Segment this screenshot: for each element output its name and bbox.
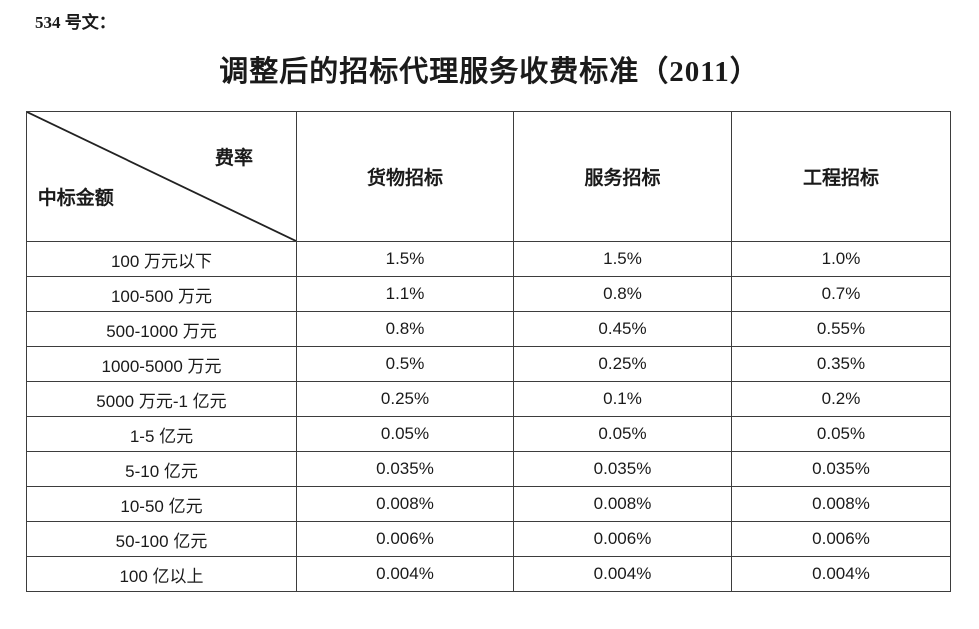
row-label-cell: 50-100 亿元 bbox=[26, 521, 297, 557]
fee-value-cell: 0.25% bbox=[513, 346, 732, 382]
fee-value-cell: 1.5% bbox=[513, 241, 732, 277]
column-header-engineering-bidding: 工程招标 bbox=[731, 111, 951, 242]
table-row: 500-1000 万元 0.8% 0.45% 0.55% bbox=[26, 311, 951, 347]
fee-value-cell: 0.8% bbox=[296, 311, 514, 347]
fee-value-cell: 0.25% bbox=[296, 381, 514, 417]
fee-value-cell: 0.006% bbox=[513, 521, 732, 557]
row-label-cell: 100 亿以上 bbox=[26, 556, 297, 592]
corner-label-bid-amount: 中标金额 bbox=[37, 188, 114, 210]
table-body: 100 万元以下 1.5% 1.5% 1.0% 100-500 万元 1.1% 0.8% 0.… bbox=[26, 241, 951, 592]
fee-value-cell: 0.05% bbox=[296, 416, 514, 452]
fee-value-cell: 1.1% bbox=[296, 276, 514, 312]
fee-value-cell: 0.008% bbox=[513, 486, 732, 522]
fee-value-cell: 0.006% bbox=[296, 521, 514, 557]
table-row: 100 亿以上 0.004% 0.004% 0.004% bbox=[26, 556, 951, 592]
table-row: 10-50 亿元 0.008% 0.008% 0.008% bbox=[26, 486, 951, 522]
column-header-service-bidding: 服务招标 bbox=[513, 111, 732, 242]
fee-value-cell: 0.004% bbox=[513, 556, 732, 592]
table-row: 1-5 亿元 0.05% 0.05% 0.05% bbox=[26, 416, 951, 452]
table-row: 100 万元以下 1.5% 1.5% 1.0% bbox=[26, 241, 951, 277]
fee-value-cell: 0.035% bbox=[731, 451, 951, 487]
fee-value-cell: 1.0% bbox=[731, 241, 951, 277]
fee-value-cell: 0.004% bbox=[296, 556, 514, 592]
row-label-cell: 1000-5000 万元 bbox=[26, 346, 297, 382]
table-row: 1000-5000 万元 0.5% 0.25% 0.35% bbox=[26, 346, 951, 382]
fee-rate-table: 费率 中标金额 货物招标 服务招标 工程招标 100 万元以下 1.5% 1.5% 1… bbox=[26, 111, 951, 592]
fee-value-cell: 0.45% bbox=[513, 311, 732, 347]
diagonal-divider-line bbox=[27, 112, 296, 241]
fee-value-cell: 0.05% bbox=[513, 416, 732, 452]
table-row: 100-500 万元 1.1% 0.8% 0.7% bbox=[26, 276, 951, 312]
row-label-cell: 5-10 亿元 bbox=[26, 451, 297, 487]
fee-value-cell: 0.8% bbox=[513, 276, 732, 312]
fee-value-cell: 0.5% bbox=[296, 346, 514, 382]
fee-value-cell: 0.35% bbox=[731, 346, 951, 382]
table-row: 5-10 亿元 0.035% 0.035% 0.035% bbox=[26, 451, 951, 487]
column-header-goods-bidding: 货物招标 bbox=[296, 111, 514, 242]
fee-value-cell: 0.008% bbox=[296, 486, 514, 522]
doc-number-label: 534 号文： bbox=[35, 13, 116, 32]
row-label-cell: 5000 万元-1 亿元 bbox=[26, 381, 297, 417]
fee-value-cell: 0.008% bbox=[731, 486, 951, 522]
row-label-cell: 100 万元以下 bbox=[26, 241, 297, 277]
fee-value-cell: 0.006% bbox=[731, 521, 951, 557]
table-header-row: 费率 中标金额 货物招标 服务招标 工程招标 bbox=[26, 111, 951, 242]
corner-header-cell: 费率 中标金额 bbox=[26, 111, 297, 242]
row-label-cell: 100-500 万元 bbox=[26, 276, 297, 312]
page-title: 调整后的招标代理服务收费标准（2011） bbox=[219, 56, 760, 88]
table-row: 5000 万元-1 亿元 0.25% 0.1% 0.2% bbox=[26, 381, 951, 417]
fee-value-cell: 1.5% bbox=[296, 241, 514, 277]
row-label-cell: 1-5 亿元 bbox=[26, 416, 297, 452]
fee-value-cell: 0.55% bbox=[731, 311, 951, 347]
fee-value-cell: 0.004% bbox=[731, 556, 951, 592]
table-row: 50-100 亿元 0.006% 0.006% 0.006% bbox=[26, 521, 951, 557]
fee-value-cell: 0.7% bbox=[731, 276, 951, 312]
fee-value-cell: 0.035% bbox=[296, 451, 514, 487]
corner-label-rate: 费率 bbox=[214, 147, 253, 169]
fee-value-cell: 0.035% bbox=[513, 451, 732, 487]
fee-value-cell: 0.2% bbox=[731, 381, 951, 417]
row-label-cell: 10-50 亿元 bbox=[26, 486, 297, 522]
fee-value-cell: 0.05% bbox=[731, 416, 951, 452]
row-label-cell: 500-1000 万元 bbox=[26, 311, 297, 347]
fee-value-cell: 0.1% bbox=[513, 381, 732, 417]
